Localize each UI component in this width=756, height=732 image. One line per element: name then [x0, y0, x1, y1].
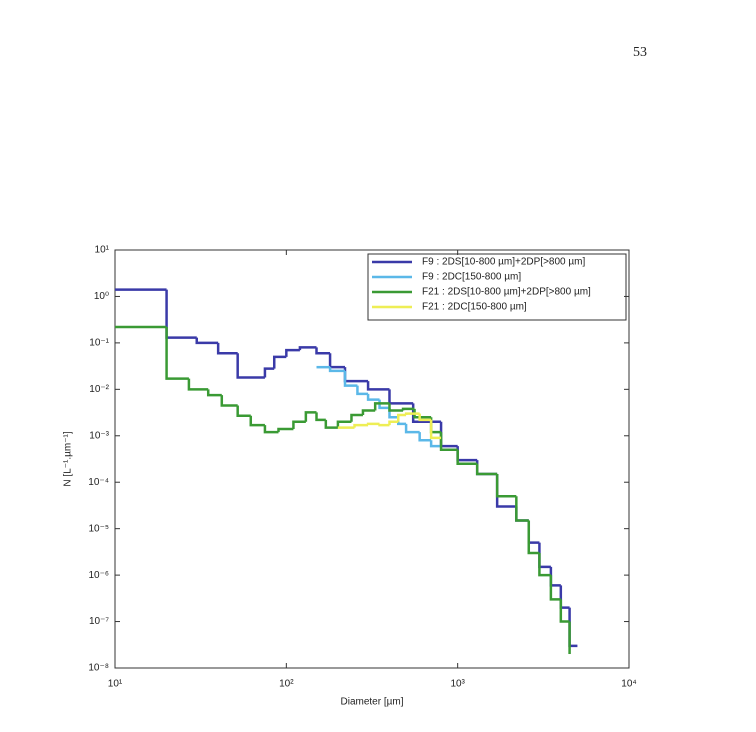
- step-segment: [343, 367, 369, 383]
- page-number: 53: [633, 45, 647, 60]
- legend-label: F21 : 2DC[150-800 µm]: [422, 302, 527, 313]
- step-segment: [439, 421, 458, 448]
- step-segment: [343, 370, 358, 387]
- step-segment: [285, 348, 300, 357]
- step-segment: [475, 460, 498, 476]
- step-segment: [559, 585, 570, 609]
- step-segment: [401, 407, 415, 411]
- y-tick-label: 10⁻⁴: [88, 477, 109, 488]
- y-tick-label: 10⁻⁸: [88, 663, 109, 674]
- step-segment: [495, 474, 517, 498]
- step-segment: [272, 355, 287, 369]
- step-segment: [515, 506, 529, 522]
- legend-label: F9 : 2DS[10-800 µm]+2DP[>800 µm]: [422, 257, 585, 268]
- y-tick-label: 10⁰: [94, 291, 109, 302]
- step-segment: [304, 411, 317, 422]
- step-segment: [263, 425, 279, 434]
- step-segment: [404, 412, 420, 416]
- step-segment: [429, 419, 442, 440]
- y-tick-label: 10⁻¹: [89, 338, 109, 349]
- y-axis-label: N [L⁻¹.µm⁻¹]: [63, 431, 74, 486]
- x-axis-label: Diameter [µm]: [341, 697, 404, 708]
- step-segment: [515, 496, 529, 522]
- step-segment: [538, 552, 551, 577]
- step-segment: [527, 520, 540, 544]
- x-tick-label: 10³: [450, 679, 465, 690]
- x-tick-label: 10²: [279, 679, 294, 690]
- step-segment: [336, 420, 352, 428]
- step-segment: [165, 289, 197, 339]
- x-tick-label: 10¹: [108, 679, 123, 690]
- step-segment: [413, 408, 432, 419]
- step-segment: [324, 419, 338, 429]
- step-segment: [418, 413, 432, 422]
- step-segment: [366, 381, 390, 391]
- legend-label: F21 : 2DS[10-800 µm]+2DP[>800 µm]: [422, 287, 591, 298]
- step-segment: [315, 412, 326, 422]
- step-segment: [527, 520, 540, 555]
- step-segment: [187, 378, 209, 391]
- y-tick-label: 10⁻³: [89, 430, 109, 441]
- step-segment: [263, 367, 275, 378]
- step-segment: [378, 423, 390, 427]
- step-segment: [249, 415, 265, 427]
- step-segment: [165, 326, 189, 380]
- step-segment: [439, 432, 458, 452]
- step-segment: [429, 440, 442, 448]
- step-segment: [298, 346, 317, 351]
- step-segment: [549, 566, 561, 587]
- y-tick-label: 10¹: [95, 245, 110, 256]
- step-segment: [353, 423, 369, 428]
- step-segment: [236, 353, 265, 379]
- x-tick-label: 10⁴: [621, 679, 636, 690]
- step-segment: [206, 389, 222, 397]
- step-segment: [366, 393, 380, 401]
- step-segment: [495, 474, 517, 508]
- step-segment: [220, 395, 238, 407]
- y-tick-label: 10⁻²: [89, 384, 109, 395]
- step-segment: [475, 463, 498, 476]
- step-segment: [216, 342, 238, 355]
- step-segment: [356, 385, 369, 396]
- step-segment: [373, 402, 390, 411]
- step-segment: [315, 347, 331, 355]
- step-segment: [404, 423, 420, 434]
- step-segment: [361, 409, 376, 416]
- step-segment: [277, 427, 294, 433]
- legend: [367, 253, 627, 321]
- step-segment: [549, 575, 561, 601]
- step-segment: [292, 420, 306, 429]
- step-segment: [538, 542, 551, 569]
- step-segment: [328, 353, 346, 369]
- step-segment: [388, 407, 399, 419]
- legend-label: F9 : 2DC[150-800 µm]: [422, 272, 521, 283]
- step-segment: [366, 422, 380, 426]
- step-segment: [388, 389, 414, 405]
- step-segment: [195, 337, 219, 345]
- step-segment: [236, 405, 251, 417]
- step-segment: [456, 449, 478, 465]
- step-segment: [429, 417, 442, 434]
- step-segment: [456, 446, 478, 462]
- y-tick-label: 10⁻⁷: [89, 616, 109, 627]
- step-segment: [418, 432, 432, 442]
- step-segment: [328, 367, 346, 373]
- step-segment: [350, 413, 363, 422]
- plot-frame: [114, 249, 630, 669]
- y-tick-label: 10⁻⁵: [88, 523, 109, 534]
- step-segment: [388, 420, 399, 426]
- step-segment: [559, 599, 570, 623]
- y-tick-label: 10⁻⁶: [88, 570, 109, 581]
- step-segment: [388, 403, 404, 412]
- step-segment: [397, 413, 407, 422]
